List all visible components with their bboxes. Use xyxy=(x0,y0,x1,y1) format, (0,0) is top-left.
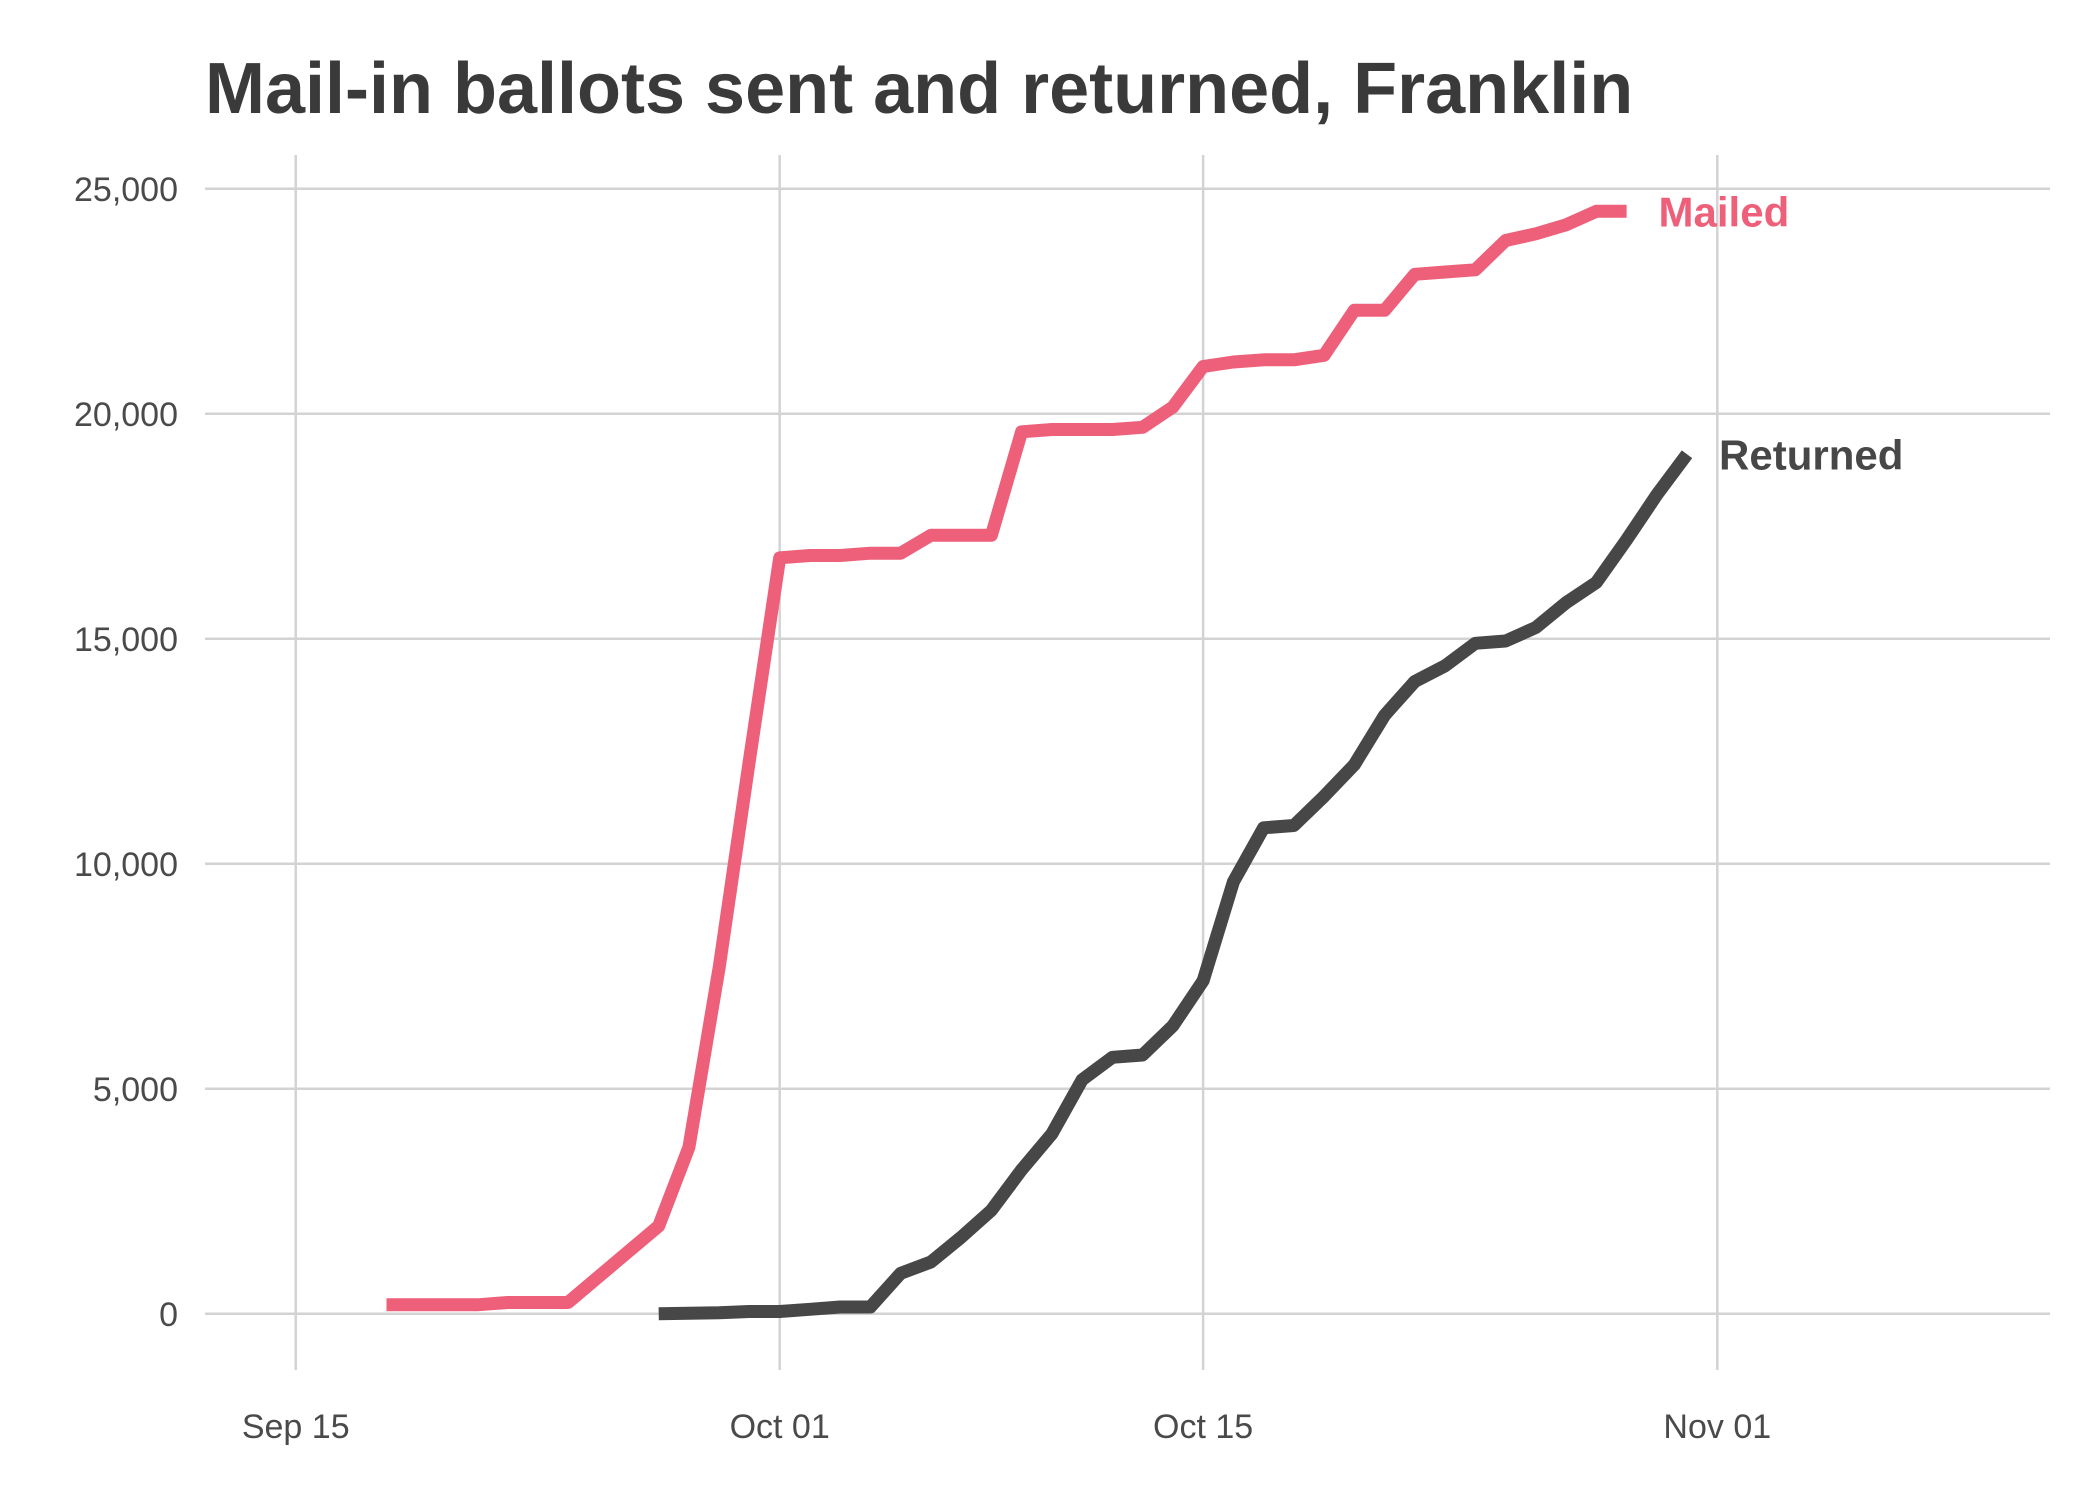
y-tick-label-0: 0 xyxy=(159,1296,178,1334)
series-line-mailed xyxy=(386,204,1627,1312)
y-tick-label-5000: 5,000 xyxy=(93,1071,178,1109)
series-lines xyxy=(386,204,1693,1321)
series-label-mailed: Mailed xyxy=(1659,188,1790,235)
grid-lines xyxy=(205,155,2050,1370)
y-axis-tick-labels: 0 5,000 10,000 15,000 20,000 25,000 xyxy=(74,171,178,1334)
x-axis-tick-labels: Sep 15 Oct 01 Oct 15 Nov 01 xyxy=(242,1408,1771,1446)
x-tick-label-nov-01: Nov 01 xyxy=(1663,1408,1771,1446)
series-line-returned xyxy=(658,450,1693,1321)
series-labels: Mailed Returned xyxy=(1659,188,1904,478)
y-tick-label-25000: 25,000 xyxy=(74,171,178,209)
y-tick-label-20000: 20,000 xyxy=(74,396,178,434)
y-tick-label-10000: 10,000 xyxy=(74,846,178,884)
series-label-returned: Returned xyxy=(1719,431,1903,478)
x-tick-label-oct-15: Oct 15 xyxy=(1153,1408,1253,1446)
x-tick-label-oct-01: Oct 01 xyxy=(730,1408,830,1446)
chart-title: Mail-in ballots sent and returned, Frank… xyxy=(205,49,1634,129)
x-tick-label-sep-15: Sep 15 xyxy=(242,1408,350,1446)
y-tick-label-15000: 15,000 xyxy=(74,621,178,659)
